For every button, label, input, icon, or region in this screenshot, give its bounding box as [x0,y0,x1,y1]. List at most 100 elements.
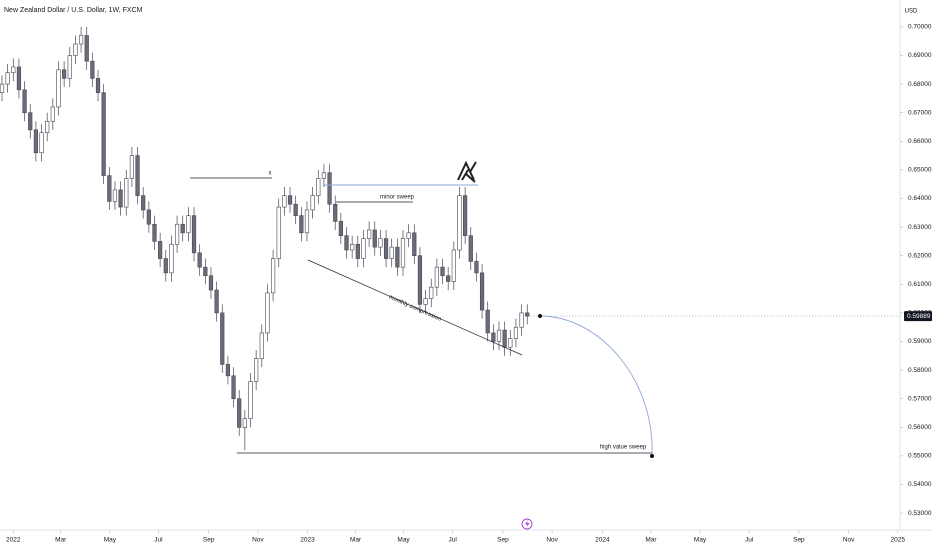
candle-body [468,235,473,262]
candle-body [163,258,168,274]
candle-body [101,92,106,176]
candle-body [440,266,445,277]
candle-body [367,229,372,239]
candle-body [95,78,101,93]
candle-body [293,203,298,216]
candle-body [225,364,231,377]
candle-body [276,206,281,259]
candle-body [73,43,78,56]
logo [457,160,477,183]
candle-body [39,132,44,154]
y-tick-label: 0.59000 [908,338,932,345]
candle-body [479,272,485,311]
candle-body [265,292,270,334]
x-tick-label: May [104,537,117,544]
y-tick-label: 0.64000 [908,195,932,202]
candle-body [463,195,468,236]
y-tick-label: 0.66000 [908,138,932,145]
candle-body [62,69,67,79]
x-tick-label: 2024 [595,537,610,544]
candle-body [299,215,304,234]
candle-body [214,289,219,314]
candle-body [16,66,22,91]
candle-body [496,329,502,342]
candle-body [67,55,72,79]
candle-body [316,178,321,196]
candle-body [446,275,451,282]
candle-body [186,215,191,234]
candle-body [513,326,519,339]
trend-line [307,259,523,356]
curve-point [538,314,542,318]
candle-body [129,155,134,179]
x-tick-label: May [694,537,707,544]
candle-body [310,195,315,211]
candle-body [395,246,400,268]
x-tick-label: Jul [449,537,458,544]
candle-body [208,275,214,291]
x-tick-label: May [397,537,410,544]
x-tick-label: Jul [745,537,754,544]
candle-body [423,298,428,305]
candle-body [56,69,61,108]
candles [0,26,900,451]
candle-body [146,209,151,225]
candle-body [237,398,242,428]
y-tick-label: 0.55000 [908,453,932,460]
candle-body [383,238,389,259]
last-price-tag [904,311,932,322]
annotation: minor sweep [380,195,415,201]
event-icon [521,518,533,530]
candle-body [220,312,225,365]
candle-body [304,209,310,234]
candle-body [11,66,16,73]
candle-body [406,232,411,239]
candle-body [191,215,197,254]
candle-body [429,286,434,299]
projection-curve [539,315,653,457]
candle-body [378,238,383,248]
candle-body [389,246,394,259]
x-tick-label: Nov [546,537,558,544]
candle-body [180,223,185,234]
y-tick-label: 0.69000 [908,52,932,59]
candle-body [28,112,33,131]
candle-body [491,332,496,342]
candle-body [118,189,123,208]
candle-body [344,235,349,251]
candle-body [50,106,55,122]
candle-body [282,195,287,208]
candle-body [152,223,157,242]
y-tick-label: 0.62000 [908,252,932,259]
candle-body [457,195,462,251]
x-tick-label: Sep [497,537,509,544]
candle-body [321,172,327,179]
candle-body [248,381,253,420]
x-tick-label: Sep [793,537,805,544]
y-tick-label: 0.57000 [908,395,932,402]
candle-body [22,89,27,113]
y-tick-label: 0.68000 [908,81,932,88]
candle-body [474,261,479,274]
candle-body [502,329,507,348]
x-tick-label: Mar [350,537,362,544]
candle-body [112,189,118,202]
candle-body [327,172,332,205]
y-tick-label: 0.65000 [908,167,932,174]
y-tick-label: 0.54000 [908,481,932,488]
candle-body [434,266,439,288]
candle-body [270,258,276,294]
candle-body [519,312,524,328]
candle-body [84,35,89,62]
candle-body [350,243,355,251]
candle-body [203,266,208,277]
candle-body [33,129,38,154]
candle-body [412,232,417,257]
candle-body [78,35,84,45]
candle-body [417,255,423,305]
candle-body [174,223,180,245]
candle-body [5,72,10,85]
candle-body [124,178,129,208]
candle-body [451,249,456,282]
